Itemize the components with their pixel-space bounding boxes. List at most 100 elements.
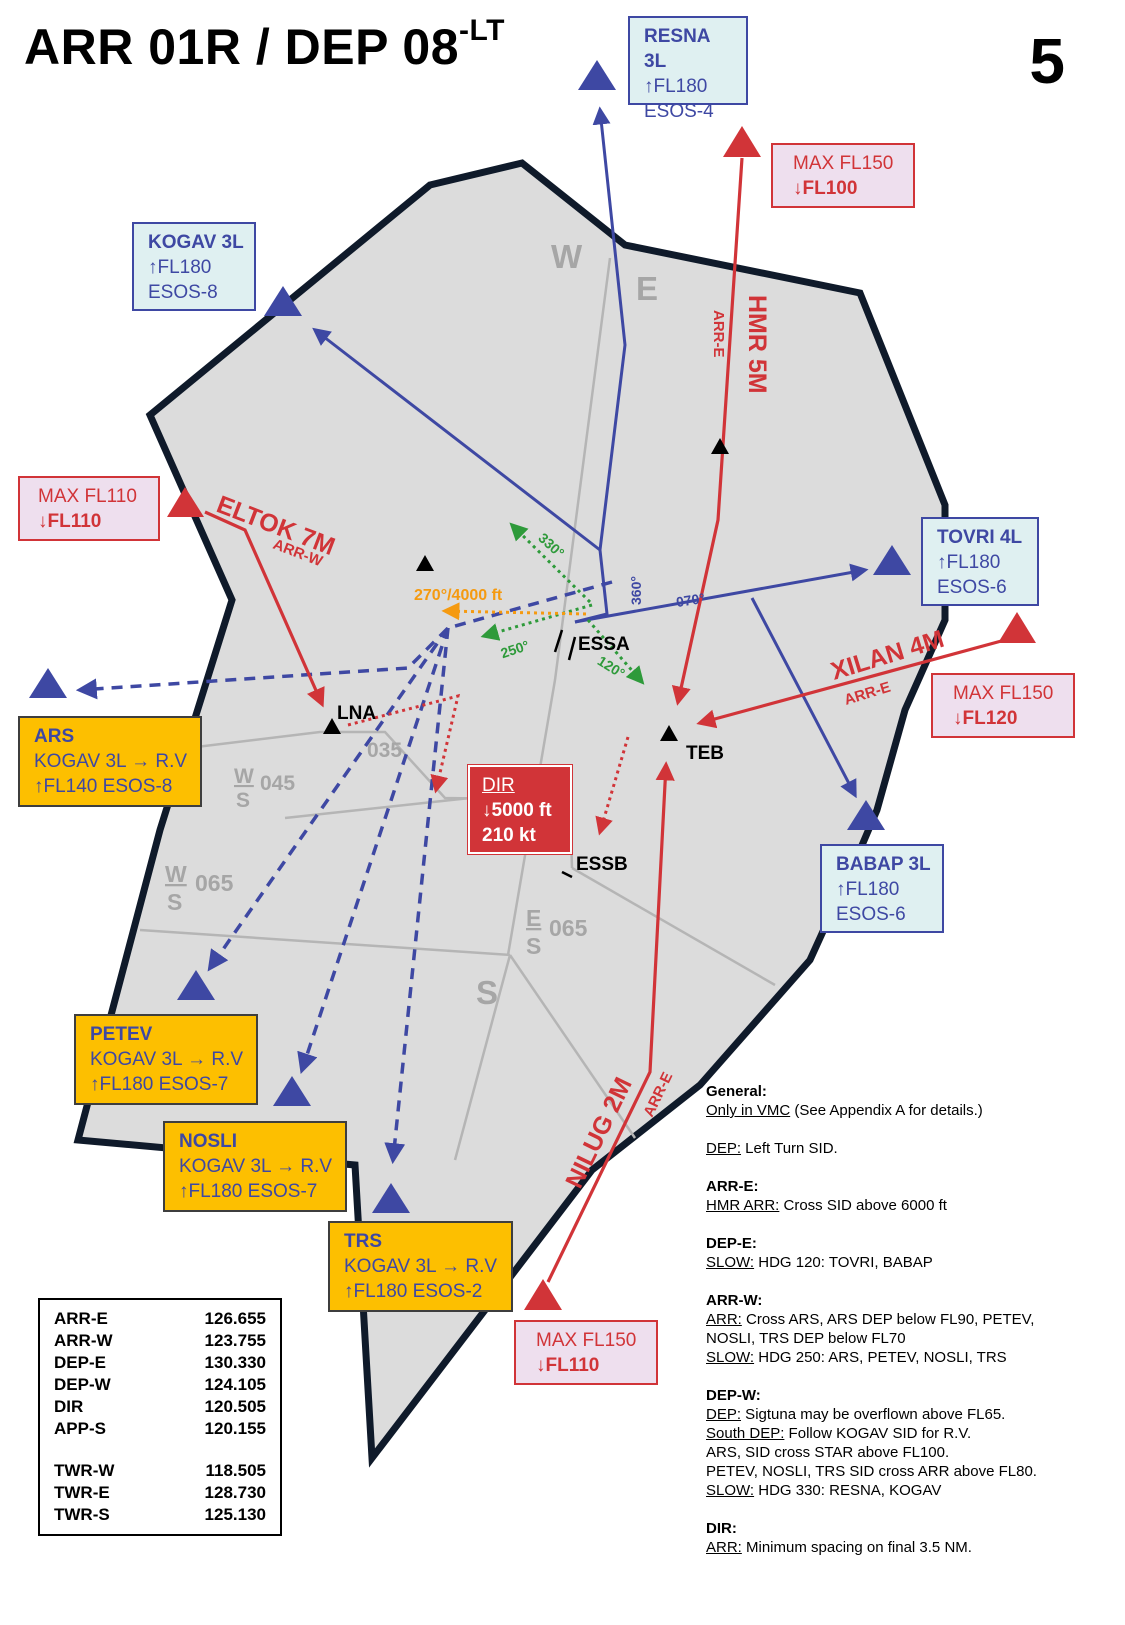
- tovri-triangle: [873, 545, 911, 575]
- notes-key: South DEP:: [706, 1425, 785, 1442]
- hmr-route: [671, 157, 744, 706]
- freq-name: TWR-S: [54, 1505, 110, 1524]
- notes-panel: General: Only in VMC (See Appendix A for…: [706, 1082, 1116, 1557]
- hmr-sector-label: ARR-E: [710, 310, 727, 358]
- sector-s-label: S: [476, 974, 498, 1011]
- nilug-box: MAX FL150 ↓FL110: [514, 1320, 658, 1385]
- freq-name: TWR-W: [54, 1461, 115, 1480]
- dir-dotted-routes: [347, 693, 630, 836]
- box-level: ↑FL180: [644, 76, 708, 97]
- xilan-triangle: [998, 612, 1036, 643]
- freq-name: TWR-E: [54, 1483, 110, 1502]
- sub-sector-letter: W: [165, 861, 187, 887]
- box-level: ↓FL110: [38, 511, 102, 532]
- notes-line: PETEV, NOSLI, TRS SID cross ARR above FL…: [706, 1463, 1037, 1480]
- lna-label: LNA: [337, 703, 376, 724]
- box-max: MAX FL150: [953, 683, 1054, 704]
- page-title-text: ARR 01R / DEP 08: [24, 19, 460, 75]
- notes-text: HDG 330: RESNA, KOGAV: [754, 1482, 942, 1499]
- box-route: KOGAV 3L → R.V: [90, 1049, 244, 1070]
- hmr-box: MAX FL150 ↓FL100: [771, 143, 915, 208]
- freq-value: 124.105: [204, 1375, 266, 1394]
- dir-speed: 210 kt: [482, 825, 536, 846]
- page-title-suffix: -LT: [459, 14, 505, 47]
- petev-box: PETEV KOGAV 3L → R.V ↑FL180 ESOS-7: [74, 1014, 258, 1105]
- notes-key: ARR:: [706, 1539, 742, 1556]
- sub-sector-letter: E: [526, 905, 541, 931]
- page-number: 5: [1029, 25, 1065, 97]
- sub-sector-letter: S: [236, 789, 250, 812]
- box-level: ↑FL180 ESOS-7: [179, 1181, 318, 1202]
- frequency-row: TWR-W 118.505: [54, 1460, 266, 1482]
- freq-value: 123.755: [204, 1331, 266, 1350]
- freq-value: 130.330: [204, 1353, 266, 1372]
- hmr-route-label: HMR 5M: [743, 295, 771, 394]
- sub-sector-value: 065: [549, 915, 588, 941]
- sub-sector-letter: W: [234, 765, 254, 788]
- notes-arrw-heading: ARR-W:: [706, 1292, 763, 1309]
- frequency-row: TWR-S 125.130: [54, 1504, 266, 1526]
- heading-360-label: 360°: [628, 576, 644, 605]
- eltok-box: MAX FL110 ↓FL110: [18, 476, 160, 541]
- notes-line: HMR ARR: Cross SID above 6000 ft: [706, 1196, 1116, 1215]
- freq-value: 126.655: [204, 1309, 266, 1328]
- box-level: ↓FL100: [793, 178, 858, 199]
- notes-line: ARS, SID cross STAR above FL100.: [706, 1444, 950, 1461]
- sector-e-label: E: [636, 270, 658, 307]
- notes-text: Sigtuna may be overflown above FL65.: [741, 1406, 1006, 1423]
- notes-line: DEP: Left Turn SID.: [706, 1139, 1116, 1158]
- freq-name: DEP-W: [54, 1375, 111, 1394]
- sub-sector-letter: S: [167, 889, 182, 915]
- trs-box: TRS KOGAV 3L → R.V ↑FL180 ESOS-2: [328, 1221, 513, 1312]
- notes-text: HDG 120: TOVRI, BABAP: [754, 1254, 933, 1271]
- sub-sector-value: 065: [195, 870, 234, 896]
- ars-triangle: [29, 668, 67, 698]
- notes-arre-heading: ARR-E:: [706, 1178, 759, 1195]
- petev-triangle: [177, 970, 215, 1000]
- label-035: 035: [367, 739, 402, 762]
- xilan-box: MAX FL150 ↓FL120: [931, 673, 1075, 738]
- arrival-fixes: [167, 126, 1036, 1310]
- notes-general-heading: General:: [706, 1083, 767, 1100]
- waypoint-markers: [323, 438, 729, 741]
- freq-name: DIR: [54, 1397, 84, 1416]
- frequency-row: DEP-W 124.105: [54, 1374, 266, 1396]
- freq-value: 125.130: [204, 1505, 266, 1524]
- notes-text: Cross ARS, ARS DEP below FL90, PETEV,: [741, 1311, 1035, 1328]
- nosli-triangle: [273, 1076, 311, 1106]
- kogav-triangle: [264, 286, 302, 316]
- notes-line: ARR: Minimum spacing on final 3.5 NM.: [706, 1538, 1116, 1557]
- box-level: ↓FL110: [536, 1355, 600, 1376]
- freq-value: 120.155: [204, 1419, 266, 1438]
- kogav-route: [312, 327, 601, 552]
- runways: [553, 629, 577, 879]
- frequency-table: ARR-E 126.655 ARR-W 123.755 DEP-E 130.330 D…: [38, 1298, 282, 1536]
- box-max: MAX FL110: [38, 486, 137, 507]
- box-sector: ESOS-6: [937, 577, 1007, 598]
- freq-name: APP-S: [54, 1419, 106, 1438]
- box-title: BABAP 3L: [836, 854, 931, 875]
- radar-vector-routes: [75, 580, 613, 1165]
- notes-line: NOSLI, TRS DEP below FL70: [706, 1330, 906, 1347]
- departure-fixes: [29, 60, 911, 1213]
- notes-line: DEP: Sigtuna may be overflown above FL65…: [706, 1405, 1116, 1424]
- box-title: TRS: [344, 1231, 382, 1252]
- teb-marker: [660, 725, 678, 741]
- box-title: PETEV: [90, 1024, 153, 1045]
- box-max: MAX FL150: [793, 153, 894, 174]
- page-title: ARR 01R / DEP 08-LT: [24, 14, 505, 76]
- notes-key: SLOW:: [706, 1254, 755, 1271]
- ars-box: ARS KOGAV 3L → R.V ↑FL140 ESOS-8: [18, 716, 202, 807]
- dir-level: ↓5000 ft: [482, 800, 552, 821]
- box-level: ↑FL180 ESOS-2: [344, 1281, 483, 1302]
- box-route: KOGAV 3L → R.V: [34, 751, 188, 772]
- box-route: KOGAV 3L → R.V: [344, 1256, 498, 1277]
- kogav-box: KOGAV 3L ↑FL180 ESOS-8: [132, 222, 256, 311]
- box-route: KOGAV 3L → R.V: [179, 1156, 333, 1177]
- nilug-triangle: [524, 1279, 562, 1310]
- notes-text: (See Appendix A for details.): [790, 1102, 983, 1119]
- eltok-triangle: [167, 487, 204, 517]
- dir-box: DIR ↓5000 ft 210 kt: [467, 764, 573, 855]
- freq-value: 128.730: [204, 1483, 266, 1502]
- box-max: MAX FL150: [536, 1330, 637, 1351]
